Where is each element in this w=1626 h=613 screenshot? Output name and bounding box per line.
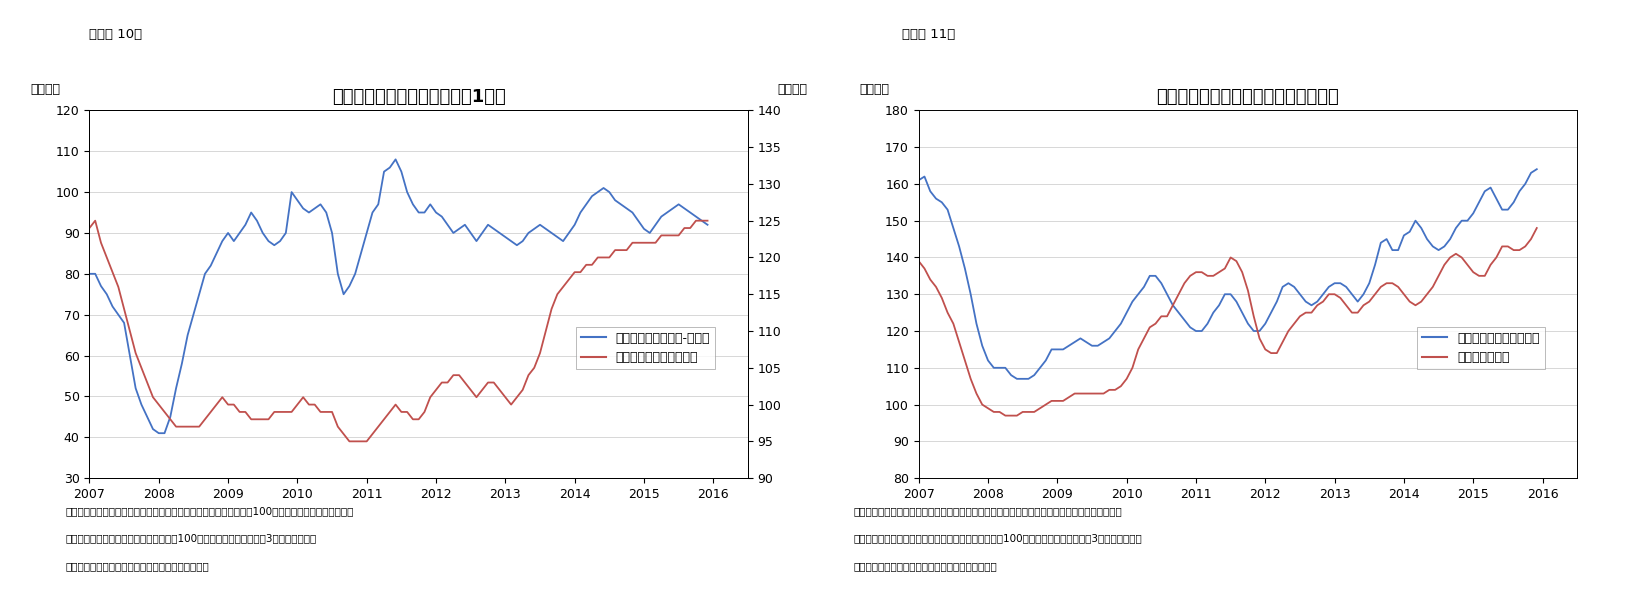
Title: 大型耗久消費財および自動車購入環境: 大型耗久消費財および自動車購入環境 [1156,88,1340,106]
Text: （資料）ミシガン大学よりニッセイ基礎研究所作成: （資料）ミシガン大学よりニッセイ基礎研究所作成 [854,561,997,571]
Title: 失業者数および家計見通し（1年）: 失業者数および家計見通し（1年） [332,88,506,106]
Text: 「良い」との回答割合から「悪い」の割合を引いて100を加えた指数。いずれも3ヵ月移動平均。: 「良い」との回答割合から「悪い」の割合を引いて100を加えた指数。いずれも3ヵ月… [854,533,1143,543]
Text: 「良い」から「悪い」の割合を引いて100を加えた指数。いずれも3ヵ月移動平均。: 「良い」から「悪い」の割合を引いて100を加えた指数。いずれも3ヵ月移動平均。 [65,533,317,543]
Text: （図表 11）: （図表 11） [902,28,956,40]
Text: （注）失業者数は「減少」との回答割合から「増加」割合を引いて100を加えた指数。家計も同様に: （注）失業者数は「減少」との回答割合から「増加」割合を引いて100を加えた指数。… [65,506,353,516]
Text: （図表 10）: （図表 10） [89,28,143,40]
Legend: 大型耗久消費財購入環境, 自動車購入環境: 大型耗久消費財購入環境, 自動車購入環境 [1418,327,1545,369]
Legend: 失業者見通し（減少-増加）, 家計状況見通し（右軸）: 失業者見通し（減少-増加）, 家計状況見通し（右軸） [576,327,715,369]
Text: （指数）: （指数） [860,83,889,96]
Text: （資料）ミシガン大学よりニッセイ基礎研究所作成: （資料）ミシガン大学よりニッセイ基礎研究所作成 [65,561,208,571]
Text: （指数）: （指数） [31,83,60,96]
Text: （注）大型消費財は、家具、テレビなど。大型耗久消費財、自動車ともに現在は購入時期として: （注）大型消費財は、家具、テレビなど。大型耗久消費財、自動車ともに現在は購入時期… [854,506,1122,516]
Text: （指数）: （指数） [777,83,806,96]
